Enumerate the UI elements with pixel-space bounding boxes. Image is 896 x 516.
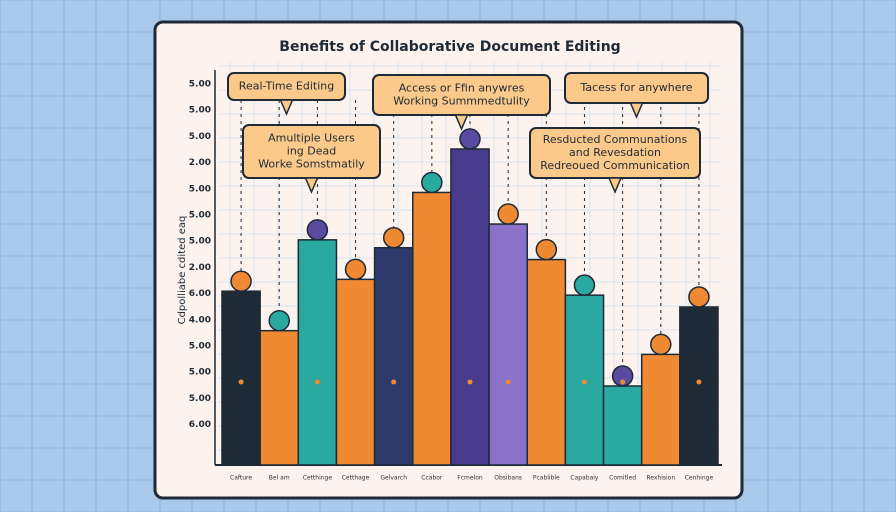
x-tick-label: Comitled: [609, 475, 636, 482]
callout-text: Resducted Communations: [543, 133, 688, 146]
callout-tail: [304, 177, 319, 194]
bar: [221, 290, 261, 466]
x-tick-label: Cetthage: [342, 475, 370, 482]
dot: [276, 379, 282, 385]
dot: [581, 379, 587, 385]
icon: [688, 286, 710, 308]
y-tick-label: 5.00: [189, 368, 211, 378]
bar: [602, 385, 643, 466]
dot: [391, 379, 397, 385]
callout-text: ing Dead: [287, 145, 336, 158]
dot: [696, 379, 702, 385]
x-tick-label: Cetthinge: [303, 475, 333, 482]
icon: [573, 274, 596, 296]
y-tick-label: 5.00: [189, 342, 211, 352]
y-axis-title: Cdpolliabe cdited eaq: [177, 216, 188, 325]
y-tick-label: 6.00: [189, 420, 211, 430]
icon: [650, 333, 672, 356]
bar: [640, 353, 681, 466]
y-tick-label: 5.00: [189, 211, 211, 221]
x-tick-label: Fcmelon: [457, 475, 483, 482]
x-tick-label: Rexhision: [646, 475, 675, 482]
bar: [488, 223, 528, 466]
bar: [412, 191, 452, 466]
dot: [353, 379, 359, 385]
callout-text: Access or Ffin anywres: [399, 82, 525, 95]
x-tick-label: Cafture: [230, 475, 252, 482]
callout-text: and Revesdation: [569, 146, 661, 159]
dot: [505, 379, 511, 385]
bar: [373, 247, 414, 466]
y-tick-label: 5.00: [189, 132, 211, 142]
icon: [535, 238, 558, 261]
callout-tail: [629, 102, 644, 119]
x-tick-label: Capabaiy: [570, 475, 599, 482]
x-tick-label: Ccabor: [421, 475, 443, 482]
callout-text: Redreoued Communication: [540, 159, 690, 172]
callout-text: Real-Time Editing: [239, 80, 334, 93]
callout-text: Working Summmedtulity: [393, 95, 530, 108]
dot: [467, 379, 473, 385]
icon: [306, 219, 329, 241]
y-tick-label: 4.00: [189, 315, 211, 325]
x-tick-label: Bel am: [269, 475, 290, 482]
dot: [429, 379, 435, 385]
x-tick-label: Gelvarch: [380, 475, 407, 482]
y-tick-label: 5.00: [189, 80, 211, 90]
callout-text: Worke Somstmatily: [258, 158, 365, 171]
y-tick-label: 5.00: [189, 184, 211, 194]
dot: [543, 379, 549, 385]
chart-title: Benefits of Collaborative Document Editi…: [279, 39, 620, 55]
y-tick-label: 5.00: [189, 237, 211, 247]
dot: [620, 379, 626, 385]
y-tick-label: 2.00: [189, 158, 211, 168]
callout-tail: [279, 99, 294, 116]
bar: [297, 239, 338, 466]
dot: [238, 379, 244, 385]
bar: [259, 329, 300, 466]
icon: [421, 171, 443, 194]
x-tick-label: Pcablible: [533, 475, 560, 482]
x-tick-label: Cenhinge: [685, 475, 714, 482]
bar: [679, 306, 719, 466]
y-tick-label: 5.00: [189, 106, 211, 116]
callout-text: Tacess for anywhere: [579, 81, 692, 94]
bar: [526, 258, 567, 466]
bar: [450, 148, 490, 466]
icon: [497, 203, 519, 225]
icon: [268, 309, 290, 332]
icon: [382, 227, 405, 249]
y-tick-label: 2.00: [189, 263, 211, 273]
callout-text: Amultiple Users: [268, 132, 355, 145]
y-tick-label: 6.00: [189, 289, 211, 299]
icon: [230, 270, 252, 292]
callout-tail: [454, 114, 469, 131]
icon: [611, 365, 634, 387]
bar: [335, 278, 376, 466]
x-tick-label: Obsibans: [494, 475, 522, 482]
icon: [344, 258, 367, 281]
dot: [658, 379, 664, 385]
y-tick-label: 5.00: [189, 394, 211, 404]
icon: [459, 128, 481, 150]
dot: [314, 379, 320, 385]
callout-tail: [607, 177, 623, 194]
